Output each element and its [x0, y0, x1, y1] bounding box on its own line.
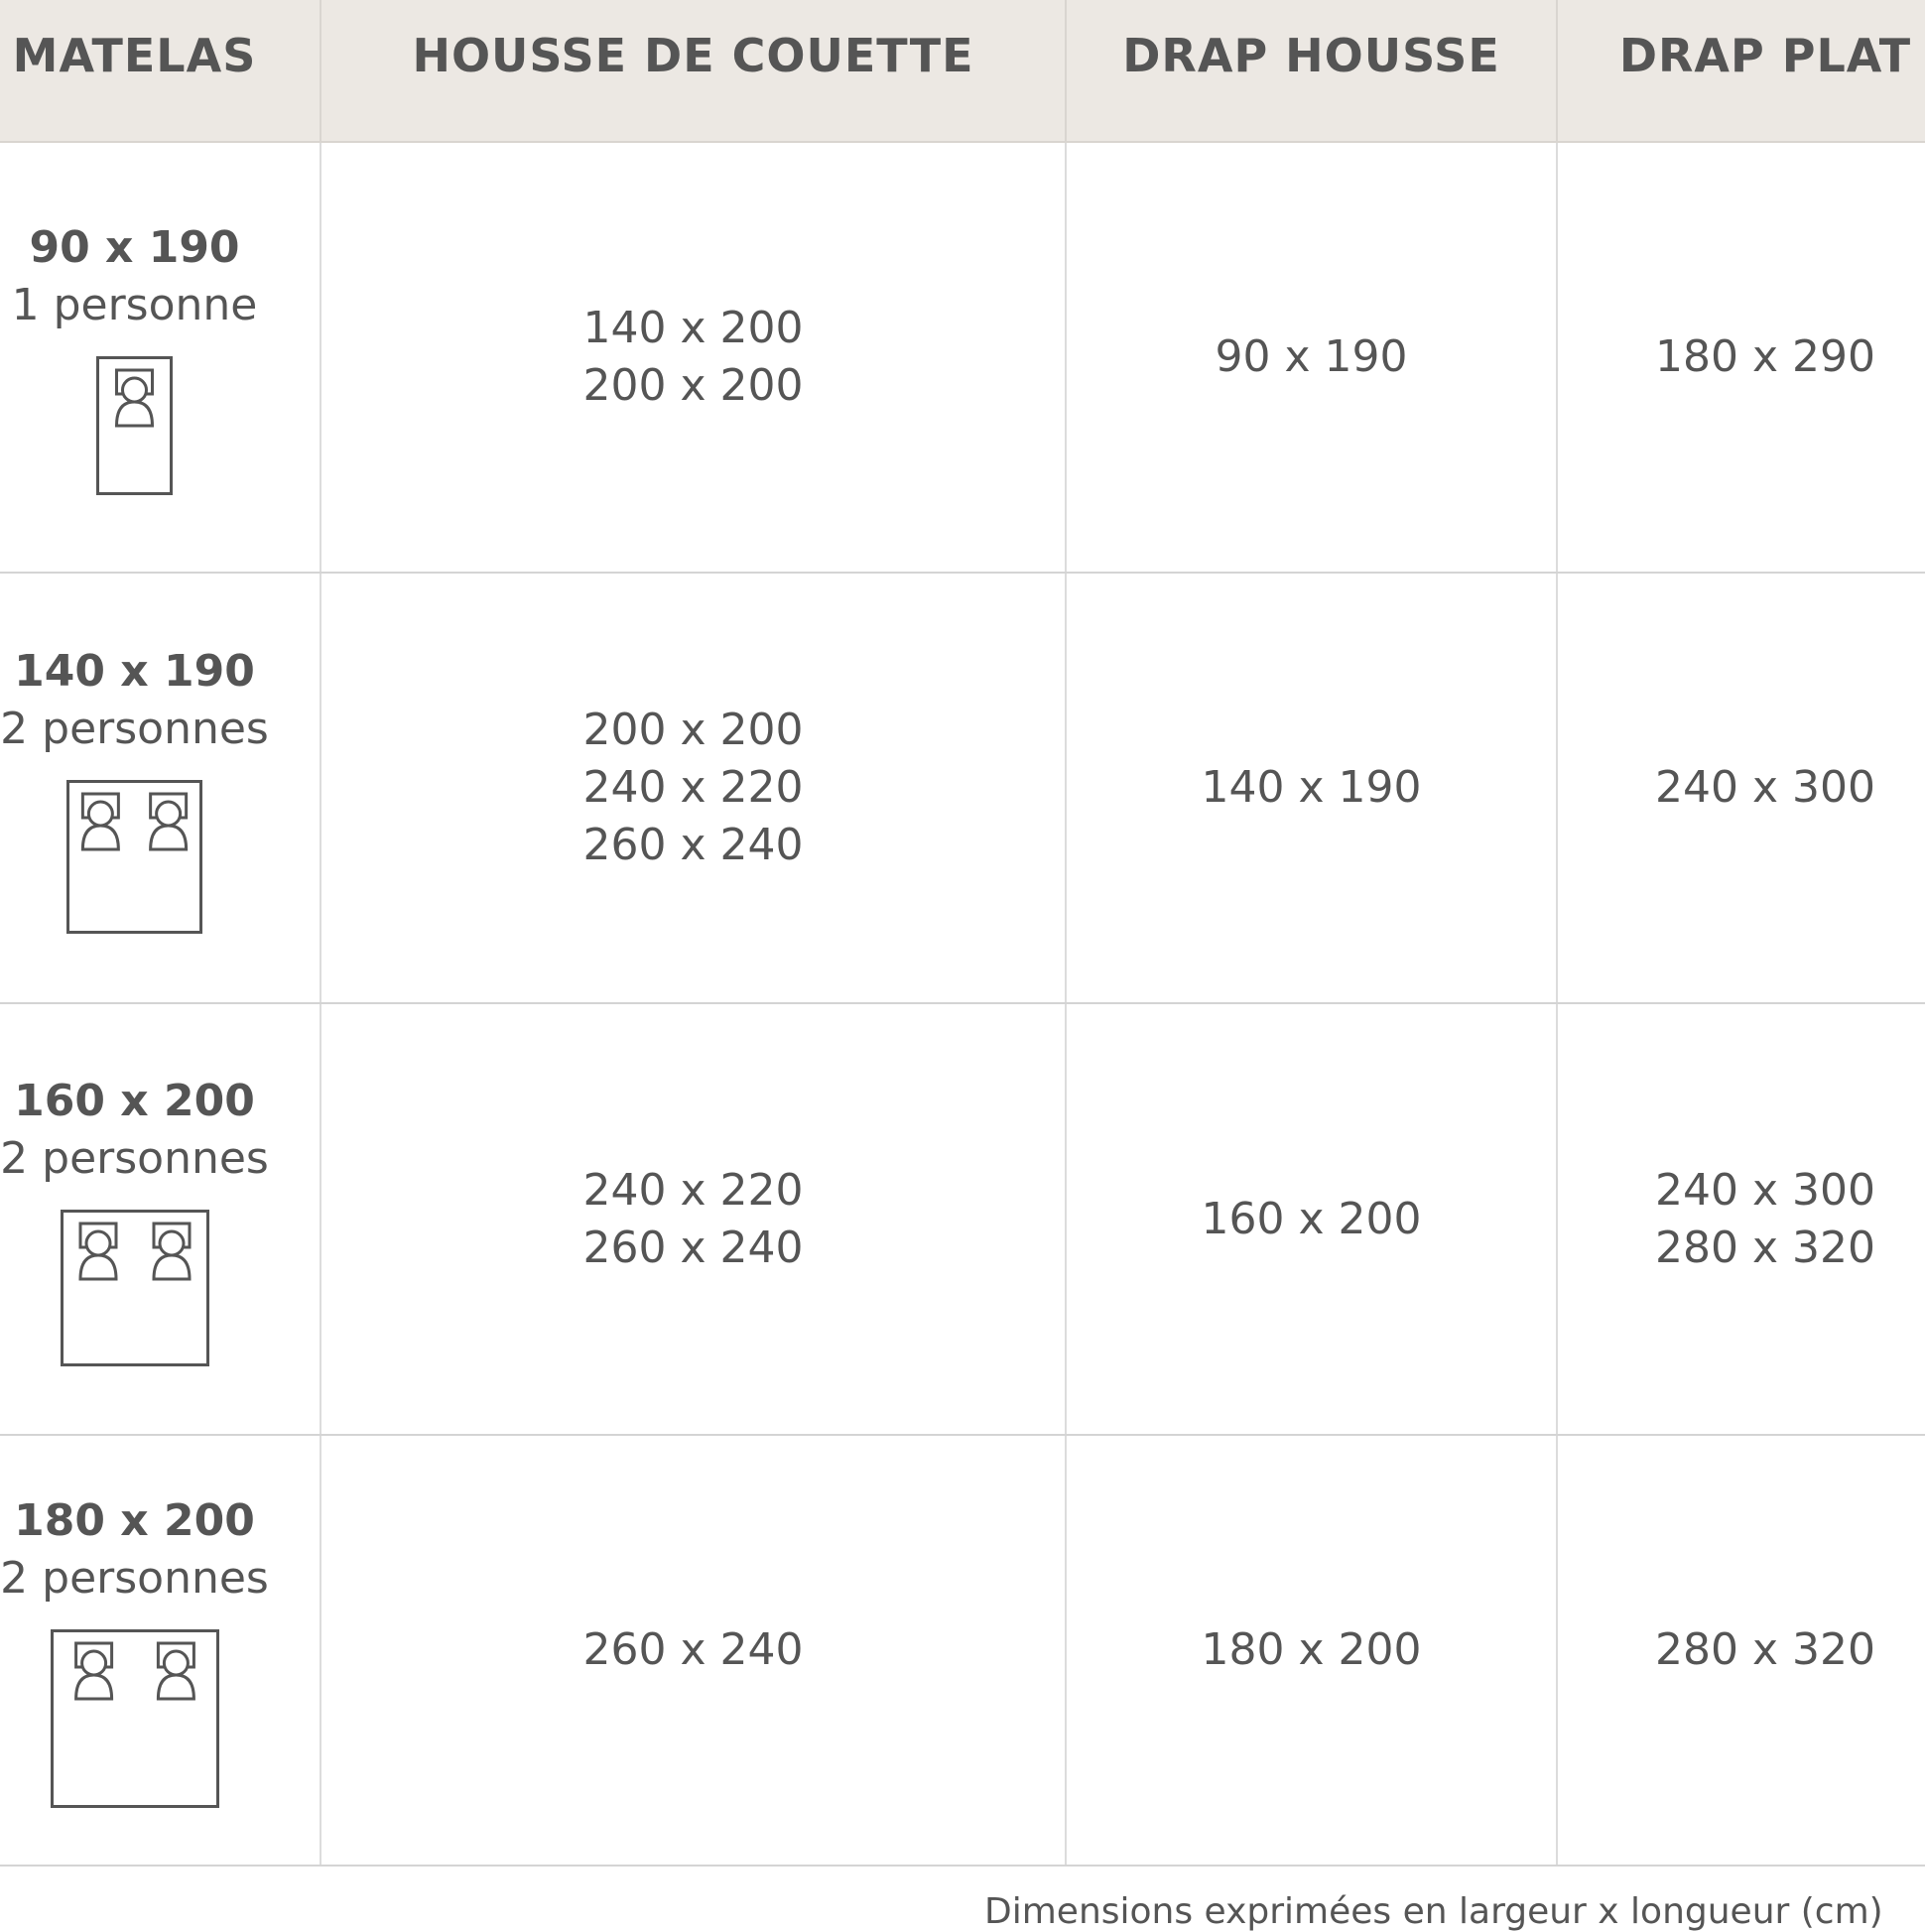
bed-icon	[50, 1629, 219, 1808]
matelas-cell: 160 x 200 2 personnes	[0, 1003, 321, 1436]
mattress-size: 160 x 200	[14, 1075, 255, 1126]
footer-note: Dimensions exprimées en largeur x longue…	[984, 1891, 1883, 1932]
header-row: MATELAS HOUSSE DE COUETTE DRAP HOUSSE DR…	[0, 0, 1925, 143]
header-matelas: MATELAS	[0, 0, 321, 143]
dimension-value: 240 x 300	[1655, 762, 1875, 813]
drap-plat-cell: 240 x 300 280 x 320	[1557, 1003, 1925, 1436]
dimension-value: 200 x 200	[582, 360, 804, 411]
housse-cell: 260 x 240	[321, 1435, 1067, 1867]
housse-cell: 240 x 220 260 x 240	[321, 1003, 1067, 1436]
drap-housse-cell: 160 x 200	[1066, 1003, 1558, 1436]
drap-plat-cell: 280 x 320	[1557, 1435, 1925, 1867]
drap-plat-cell: 240 x 300	[1557, 573, 1925, 1004]
table-row: 160 x 200 2 personnes 240 x 220 260 x 240…	[0, 1003, 1925, 1436]
matelas-cell: 180 x 200 2 personnes	[0, 1435, 321, 1867]
matelas-cell: 90 x 190 1 personne	[0, 142, 321, 574]
matelas-cell: 140 x 190 2 personnes	[0, 573, 321, 1004]
bed-icon	[60, 1209, 209, 1366]
table-row: 90 x 190 1 personne 140 x 200 200 x 200 9…	[0, 142, 1925, 574]
dimension-value: 160 x 200	[1201, 1193, 1422, 1244]
dimension-value: 90 x 190	[1215, 331, 1408, 382]
dimension-value: 180 x 200	[1201, 1624, 1422, 1675]
housse-cell: 140 x 200 200 x 200	[321, 142, 1067, 574]
dimension-value: 140 x 190	[1201, 762, 1422, 813]
dimension-value: 280 x 320	[1655, 1624, 1875, 1675]
people-label: 2 personnes	[0, 1553, 269, 1604]
housse-cell: 200 x 200 240 x 220 260 x 240	[321, 573, 1067, 1004]
table-row: 140 x 190 2 personnes 200 x 200 240 x 220…	[0, 573, 1925, 1004]
person-icon	[114, 368, 155, 428]
person-icon	[151, 1222, 192, 1280]
dimension-value: 240 x 300	[1655, 1164, 1875, 1216]
mattress-size: 140 x 190	[14, 645, 255, 697]
person-icon	[77, 1222, 118, 1280]
mattress-size: 90 x 190	[29, 222, 240, 273]
header-housse-de-couette: HOUSSE DE COUETTE	[321, 0, 1067, 143]
bed-icon	[66, 779, 202, 934]
header-drap-housse: DRAP HOUSSE	[1066, 0, 1558, 143]
dimension-value: 280 x 320	[1655, 1222, 1875, 1273]
header-drap-plat: DRAP PLAT	[1557, 0, 1925, 143]
dimension-value: 240 x 220	[582, 762, 804, 813]
table-row: 180 x 200 2 personnes 260 x 240 180 x 20…	[0, 1435, 1925, 1867]
dimension-value: 140 x 200	[582, 303, 804, 353]
drap-plat-cell: 180 x 290	[1557, 142, 1925, 574]
drap-housse-cell: 90 x 190	[1066, 142, 1558, 574]
people-label: 2 personnes	[0, 703, 269, 754]
dimension-value: 200 x 200	[582, 705, 804, 755]
drap-housse-cell: 180 x 200	[1066, 1435, 1558, 1867]
people-label: 1 personne	[11, 280, 258, 330]
dimension-value: 240 x 220	[582, 1164, 804, 1216]
person-icon	[156, 1641, 195, 1701]
person-icon	[80, 792, 120, 850]
size-table: MATELAS HOUSSE DE COUETTE DRAP HOUSSE DR…	[0, 0, 1925, 1867]
dimension-value: 260 x 240	[582, 820, 804, 870]
drap-housse-cell: 140 x 190	[1066, 573, 1558, 1004]
person-icon	[73, 1641, 113, 1701]
dimension-value: 180 x 290	[1655, 331, 1875, 382]
mattress-size: 180 x 200	[14, 1495, 255, 1546]
people-label: 2 personnes	[0, 1132, 269, 1184]
dimension-value: 260 x 240	[582, 1222, 804, 1273]
dimension-value: 260 x 240	[582, 1624, 804, 1675]
bed-icon	[96, 356, 173, 495]
person-icon	[149, 792, 189, 850]
